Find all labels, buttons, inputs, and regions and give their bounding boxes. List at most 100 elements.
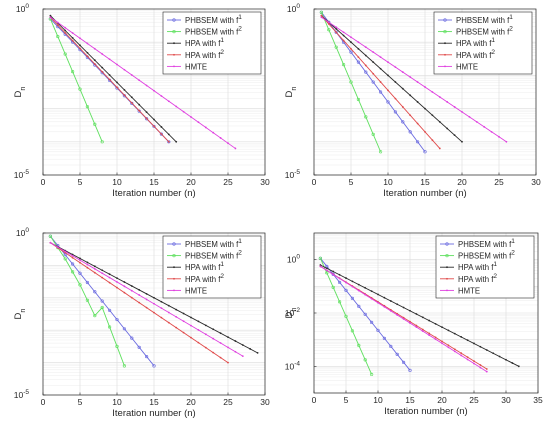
data-point (453, 134, 456, 137)
x-tick-label: 0 (41, 177, 46, 187)
data-point (116, 81, 118, 84)
data-point (453, 348, 456, 351)
data-point (145, 292, 148, 295)
data-point (438, 120, 441, 123)
data-point (212, 328, 215, 331)
y-tick-label: 100 (16, 3, 29, 14)
data-point (409, 76, 412, 78)
data-point (175, 105, 178, 108)
data-point (424, 130, 426, 133)
data-point (364, 54, 367, 57)
data-point (351, 285, 354, 288)
data-point (204, 333, 207, 336)
data-point (320, 14, 323, 17)
data-point (100, 140, 104, 144)
data-point (197, 329, 200, 331)
data-point (334, 45, 338, 49)
data-point (116, 277, 118, 280)
data-point (342, 34, 345, 37)
data-point (64, 251, 67, 254)
data-point (204, 126, 207, 129)
data-point (344, 288, 348, 292)
data-point (402, 316, 405, 319)
data-point (160, 95, 163, 97)
data-point (389, 300, 392, 302)
x-axis-label: Iteration number (n) (384, 406, 467, 417)
data-point (334, 30, 338, 34)
data-point (152, 364, 156, 368)
data-point (138, 289, 141, 291)
data-point (357, 304, 361, 308)
data-point (479, 345, 482, 348)
data-point (130, 285, 133, 287)
data-point (475, 120, 478, 123)
data-point (379, 56, 382, 59)
data-point (107, 325, 112, 329)
data-point (350, 329, 355, 333)
data-point (101, 70, 104, 73)
data-point (446, 127, 449, 130)
data-point (428, 332, 431, 335)
data-point (402, 306, 405, 309)
data-point (386, 100, 390, 104)
data-point (461, 111, 463, 113)
data-point (370, 372, 374, 376)
y-tick-label: 10-5 (14, 169, 30, 180)
data-point (167, 304, 170, 307)
data-point (350, 47, 352, 50)
data-point (357, 47, 360, 50)
data-point (160, 307, 163, 310)
data-point (152, 124, 156, 129)
data-point (416, 122, 419, 125)
data-point (498, 135, 500, 138)
data-point (160, 133, 163, 135)
data-point (227, 142, 229, 145)
data-point (115, 344, 119, 349)
data-point (416, 81, 419, 83)
x-tick-label: 5 (78, 397, 83, 407)
y-tick-label: 10-5 (285, 169, 301, 180)
y-tick-label: 10-4 (285, 360, 301, 371)
data-point (363, 312, 367, 316)
data-point (466, 356, 469, 359)
data-point (408, 368, 412, 372)
data-point (130, 289, 133, 292)
data-point (401, 87, 404, 90)
data-point (371, 132, 375, 136)
data-point (466, 358, 469, 361)
x-tick-label: 20 (186, 177, 196, 187)
series-line (320, 12, 382, 152)
data-point (393, 110, 398, 114)
legend-entry: PHBSEM with f2 (456, 26, 513, 37)
data-point (101, 276, 104, 279)
data-point (325, 271, 329, 275)
data-point (441, 340, 443, 343)
y-tick-label: 100 (287, 254, 300, 265)
legend-entry: HPA with f1 (185, 261, 224, 272)
data-point (138, 301, 141, 304)
data-point (382, 336, 387, 340)
data-point (428, 334, 431, 337)
x-tick-label: 10 (373, 395, 383, 405)
data-point (49, 16, 52, 19)
data-point (93, 63, 96, 65)
data-point (138, 294, 141, 296)
data-point (473, 360, 475, 363)
data-point (351, 280, 354, 283)
data-point (159, 132, 163, 136)
data-point (332, 270, 335, 273)
data-point (86, 51, 89, 54)
data-point (101, 66, 104, 69)
data-point (71, 253, 74, 256)
data-point (460, 336, 463, 338)
data-point (219, 137, 222, 139)
grid (42, 233, 266, 396)
x-tick-label: 10 (112, 397, 122, 407)
y-axis-label: Dn (284, 86, 298, 97)
data-point (167, 133, 170, 136)
data-point (416, 140, 420, 144)
series-line (49, 18, 103, 142)
data-point (461, 140, 463, 143)
